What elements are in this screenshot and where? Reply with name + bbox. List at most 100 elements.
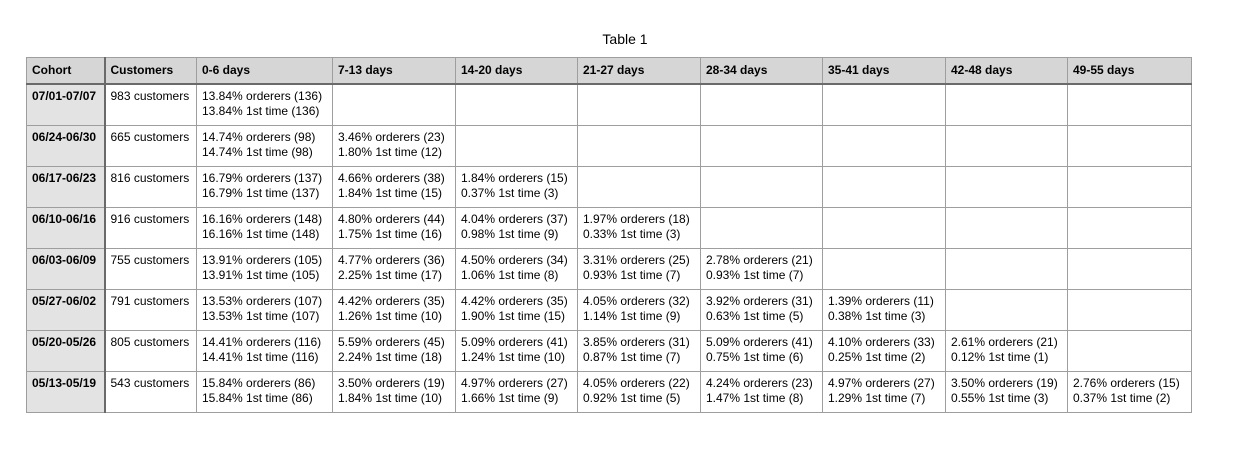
orderers-text: 4.50% orderers (34) <box>461 253 568 267</box>
table-row: 05/27-06/02 791 customers 13.53% orderers … <box>26 289 1192 331</box>
orderers-text: 4.10% orderers (33) <box>828 335 935 349</box>
orderers-text: 4.97% orderers (27) <box>461 376 568 390</box>
retention-cell: 4.66% orderers (38) 1.84% 1st time (15) <box>332 166 456 208</box>
cohort-cell: 06/03-06/09 <box>26 248 106 290</box>
orderers-text: 4.77% orderers (36) <box>338 253 445 267</box>
retention-cell: 13.91% orderers (105) 13.91% 1st time (10… <box>196 248 333 290</box>
retention-cell <box>1067 125 1192 167</box>
cohort-table: Cohort Customers 0-6 days 7-13 days 14-2… <box>26 57 1192 413</box>
orderers-text: 5.09% orderers (41) <box>706 335 813 349</box>
retention-cell <box>822 166 946 208</box>
retention-cell <box>332 83 456 126</box>
orderers-text: 3.50% orderers (19) <box>338 376 445 390</box>
first-time-text: 15.84% 1st time (86) <box>202 391 313 405</box>
retention-cell: 14.41% orderers (116) 14.41% 1st time (11… <box>196 330 333 372</box>
retention-cell: 5.09% orderers (41) 1.24% 1st time (10) <box>455 330 578 372</box>
orderers-text: 1.84% orderers (15) <box>461 171 568 185</box>
retention-cell <box>1067 83 1192 126</box>
orderers-text: 1.97% orderers (18) <box>583 212 690 226</box>
first-time-text: 13.84% 1st time (136) <box>202 104 320 118</box>
orderers-text: 5.59% orderers (45) <box>338 335 445 349</box>
cohort-cell: 05/13-05/19 <box>26 371 106 413</box>
retention-cell: 4.42% orderers (35) 1.90% 1st time (15) <box>455 289 578 331</box>
retention-cell <box>700 83 823 126</box>
retention-cell <box>945 207 1068 249</box>
table-row: 06/10-06/16 916 customers 16.16% orderers … <box>26 207 1192 249</box>
orderers-text: 4.05% orderers (22) <box>583 376 690 390</box>
customers-cell: 805 customers <box>104 330 197 372</box>
retention-cell <box>822 125 946 167</box>
orderers-text: 16.79% orderers (137) <box>202 171 323 185</box>
first-time-text: 14.41% 1st time (116) <box>202 350 319 364</box>
cohort-cell: 07/01-07/07 <box>26 83 106 126</box>
retention-cell <box>700 166 823 208</box>
retention-cell <box>822 207 946 249</box>
retention-cell <box>700 125 823 167</box>
retention-cell: 15.84% orderers (86) 15.84% 1st time (86) <box>196 371 333 413</box>
retention-cell: 3.46% orderers (23) 1.80% 1st time (12) <box>332 125 456 167</box>
retention-cell: 2.76% orderers (15) 0.37% 1st time (2) <box>1067 371 1192 413</box>
table-row: 06/03-06/09 755 customers 13.91% orderers … <box>26 248 1192 290</box>
retention-cell <box>1067 166 1192 208</box>
column-header: 42-48 days <box>945 57 1068 85</box>
orderers-text: 2.76% orderers (15) <box>1073 376 1180 390</box>
retention-cell: 4.10% orderers (33) 0.25% 1st time (2) <box>822 330 946 372</box>
retention-cell <box>945 125 1068 167</box>
retention-cell: 4.80% orderers (44) 1.75% 1st time (16) <box>332 207 456 249</box>
retention-cell <box>1067 248 1192 290</box>
customers-cell: 543 customers <box>104 371 197 413</box>
column-header: 0-6 days <box>196 57 333 85</box>
retention-cell: 2.78% orderers (21) 0.93% 1st time (7) <box>700 248 823 290</box>
first-time-text: 14.74% 1st time (98) <box>202 145 313 159</box>
orderers-text: 4.42% orderers (35) <box>338 294 445 308</box>
first-time-text: 0.38% 1st time (3) <box>828 309 926 323</box>
first-time-text: 16.79% 1st time (137) <box>202 186 320 200</box>
customers-cell: 755 customers <box>104 248 197 290</box>
retention-cell <box>1067 330 1192 372</box>
first-time-text: 2.25% 1st time (17) <box>338 268 443 282</box>
cohort-cell: 06/17-06/23 <box>26 166 106 208</box>
retention-cell: 14.74% orderers (98) 14.74% 1st time (98) <box>196 125 333 167</box>
retention-cell: 5.09% orderers (41) 0.75% 1st time (6) <box>700 330 823 372</box>
cohort-cell: 05/27-06/02 <box>26 289 106 331</box>
first-time-text: 1.75% 1st time (16) <box>338 227 443 241</box>
retention-cell <box>1067 207 1192 249</box>
first-time-text: 0.93% 1st time (7) <box>583 268 681 282</box>
retention-cell <box>577 83 701 126</box>
retention-cell: 3.92% orderers (31) 0.63% 1st time (5) <box>700 289 823 331</box>
table-row: 05/13-05/19 543 customers 15.84% orderers … <box>26 371 1192 413</box>
column-header: Cohort <box>26 57 106 85</box>
customers-cell: 983 customers <box>104 83 197 126</box>
first-time-text: 1.66% 1st time (9) <box>461 391 559 405</box>
orderers-text: 4.24% orderers (23) <box>706 376 813 390</box>
retention-cell: 3.85% orderers (31) 0.87% 1st time (7) <box>577 330 701 372</box>
cohort-cell: 06/24-06/30 <box>26 125 106 167</box>
retention-cell: 4.50% orderers (34) 1.06% 1st time (8) <box>455 248 578 290</box>
header-row: Cohort Customers 0-6 days 7-13 days 14-2… <box>26 57 1192 85</box>
first-time-text: 1.84% 1st time (10) <box>338 391 443 405</box>
orderers-text: 4.80% orderers (44) <box>338 212 445 226</box>
retention-cell <box>822 83 946 126</box>
column-header: 35-41 days <box>822 57 946 85</box>
retention-cell: 1.39% orderers (11) 0.38% 1st time (3) <box>822 289 946 331</box>
column-header: 7-13 days <box>332 57 456 85</box>
orderers-text: 4.66% orderers (38) <box>338 171 445 185</box>
first-time-text: 1.26% 1st time (10) <box>338 309 443 323</box>
customers-cell: 791 customers <box>104 289 197 331</box>
first-time-text: 1.47% 1st time (8) <box>706 391 804 405</box>
first-time-text: 0.33% 1st time (3) <box>583 227 681 241</box>
table-row: 06/17-06/23 816 customers 16.79% orderers … <box>26 166 1192 208</box>
retention-cell: 4.05% orderers (32) 1.14% 1st time (9) <box>577 289 701 331</box>
retention-cell <box>945 248 1068 290</box>
first-time-text: 1.06% 1st time (8) <box>461 268 559 282</box>
orderers-text: 2.78% orderers (21) <box>706 253 813 267</box>
retention-cell <box>455 125 578 167</box>
retention-cell: 2.61% orderers (21) 0.12% 1st time (1) <box>945 330 1068 372</box>
first-time-text: 0.75% 1st time (6) <box>706 350 804 364</box>
retention-cell <box>455 83 578 126</box>
customers-cell: 665 customers <box>104 125 197 167</box>
retention-cell: 13.53% orderers (107) 13.53% 1st time (10… <box>196 289 333 331</box>
retention-cell <box>945 289 1068 331</box>
retention-cell: 4.97% orderers (27) 1.29% 1st time (7) <box>822 371 946 413</box>
first-time-text: 0.25% 1st time (2) <box>828 350 926 364</box>
